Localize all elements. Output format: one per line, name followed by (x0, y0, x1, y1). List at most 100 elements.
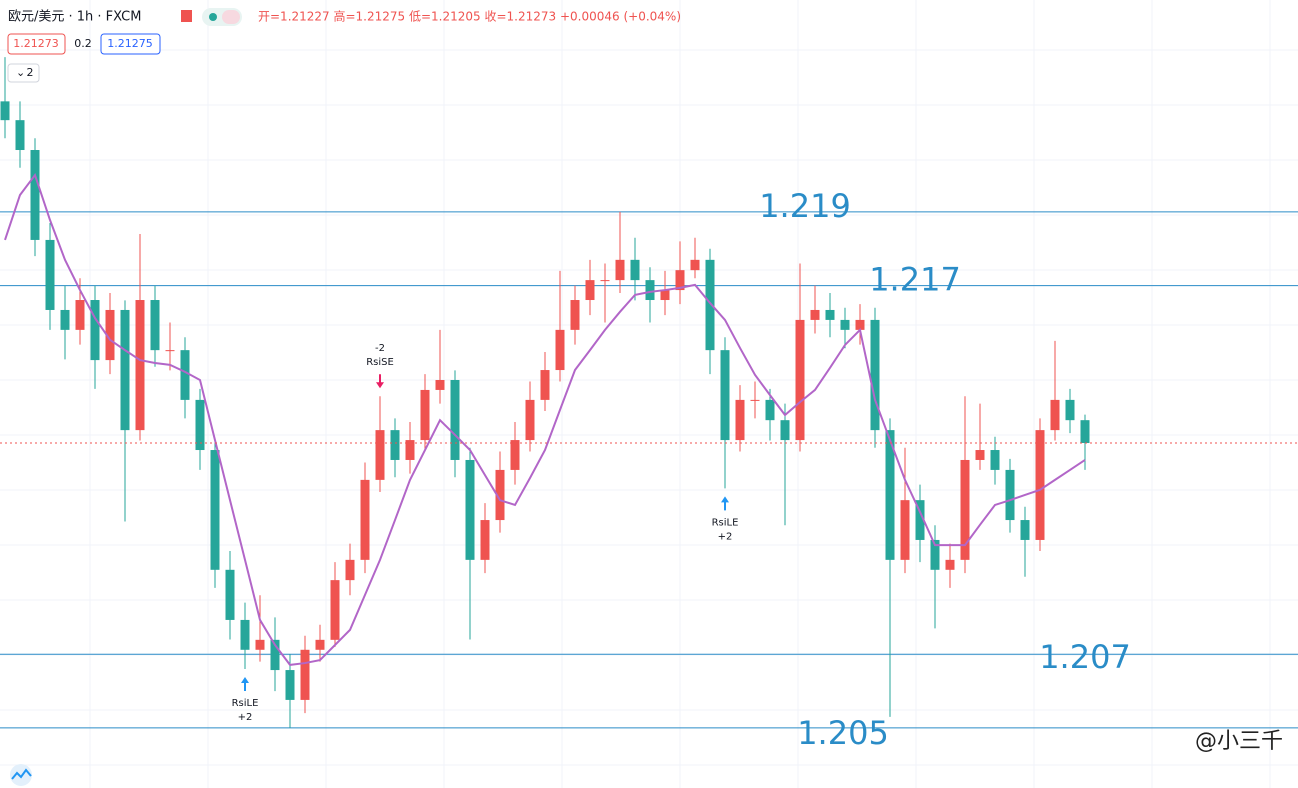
candle-body (405, 440, 415, 460)
candle-body (840, 319, 850, 330)
sell-arrow (376, 374, 384, 389)
candle-body (30, 150, 40, 240)
candle-body (165, 350, 175, 352)
candle-body (510, 440, 520, 470)
buy-arrow (721, 496, 729, 511)
candle-body (750, 399, 760, 401)
candle-body (615, 259, 625, 281)
status-wave (222, 10, 240, 24)
candle-body (570, 300, 580, 330)
candle-body (465, 459, 475, 560)
candle-body (915, 500, 925, 540)
candle-body (585, 280, 595, 301)
signal-label: RsiLE (232, 698, 259, 709)
level-label: 1.207 (1039, 638, 1131, 676)
candle-body (1035, 430, 1045, 540)
logo-icon[interactable] (10, 764, 32, 786)
logo-mark (11, 768, 32, 780)
level-label: 1.219 (759, 187, 851, 225)
candle-body (495, 469, 505, 521)
candle-body (210, 450, 220, 570)
candle-body (180, 350, 190, 400)
candle-body (480, 520, 490, 560)
candle-body (975, 450, 985, 460)
candle-body (240, 619, 250, 650)
candle-body (960, 459, 970, 560)
candle-body (855, 319, 865, 330)
indicator-toggle[interactable] (7, 63, 40, 83)
candle-body (450, 379, 460, 460)
status-dot (209, 13, 217, 21)
candle-body (150, 300, 160, 351)
candle-body (885, 430, 895, 560)
signal-qty: -2 (375, 343, 385, 354)
level-label: 1.205 (797, 714, 889, 752)
candle-body (60, 309, 70, 330)
candle-body (990, 450, 1000, 470)
candle-body (630, 259, 640, 281)
moving-average (4, 172, 1086, 666)
candle-body (540, 370, 550, 400)
candle-body (330, 580, 340, 640)
ask-price: 1.21275 (107, 37, 153, 50)
candle-body (525, 399, 535, 441)
chevron: ⌄ (16, 66, 25, 79)
symbol-title[interactable]: 欧元/美元 · 1h · FXCM (8, 10, 141, 25)
candle-body (15, 120, 25, 151)
candle-body (705, 259, 715, 351)
candle-body (75, 300, 85, 330)
candle-body (1020, 520, 1030, 540)
candle-body (870, 319, 880, 431)
level-label: 1.217 (869, 261, 961, 299)
signal-label: RsiLE (712, 517, 739, 528)
signal-qty: +2 (718, 531, 733, 542)
plot: 1.219 1.217 1.207 1.205 RsiLE +2 RsiSE -2 RsiLE +… (0, 57, 1298, 752)
spread: 0.2 (74, 37, 92, 50)
buy-arrow (241, 676, 249, 691)
candle-body (315, 639, 325, 650)
candle-body (1080, 420, 1090, 444)
candle-body (420, 389, 430, 441)
candle-body (360, 479, 370, 560)
ask-badge[interactable] (100, 33, 161, 55)
candle-body (795, 319, 805, 441)
candle-body (1050, 399, 1060, 431)
bid-price: 1.21273 (13, 37, 59, 50)
candle-body (270, 639, 280, 671)
watermark: @小三千 (1195, 729, 1283, 754)
candle-body (660, 290, 670, 301)
candle-body (675, 270, 685, 291)
candle-body (555, 329, 565, 371)
candle-body (945, 559, 955, 570)
candle-body (780, 420, 790, 441)
candle-body (120, 309, 130, 431)
candle-body (300, 649, 310, 700)
candle-body (135, 300, 145, 431)
candle-body (810, 309, 820, 320)
signal-label: RsiSE (366, 357, 394, 368)
candle-body (345, 559, 355, 581)
indicator-count: 2 (27, 66, 34, 79)
candle-body (930, 539, 940, 570)
ohlc-legend: 开=1.21227 高=1.21275 低=1.21205 收=1.21273 … (258, 9, 681, 24)
candle-body (105, 309, 115, 361)
candle-body (255, 639, 265, 650)
candle-body (900, 500, 910, 560)
bid-badge[interactable] (7, 33, 66, 55)
candle-body (765, 399, 775, 421)
candle-body (690, 259, 700, 271)
candle-body (1005, 469, 1015, 521)
flag-icon[interactable] (181, 10, 192, 22)
candle-body (285, 670, 295, 700)
signal-qty: +2 (238, 712, 253, 723)
candle-body (1065, 399, 1075, 421)
candle-body (600, 280, 610, 282)
candle-body (375, 430, 385, 480)
candle-body (720, 350, 730, 441)
candle-body (195, 399, 205, 451)
candle-body (0, 101, 10, 121)
candle-body (645, 280, 655, 301)
candle-body (825, 309, 835, 320)
